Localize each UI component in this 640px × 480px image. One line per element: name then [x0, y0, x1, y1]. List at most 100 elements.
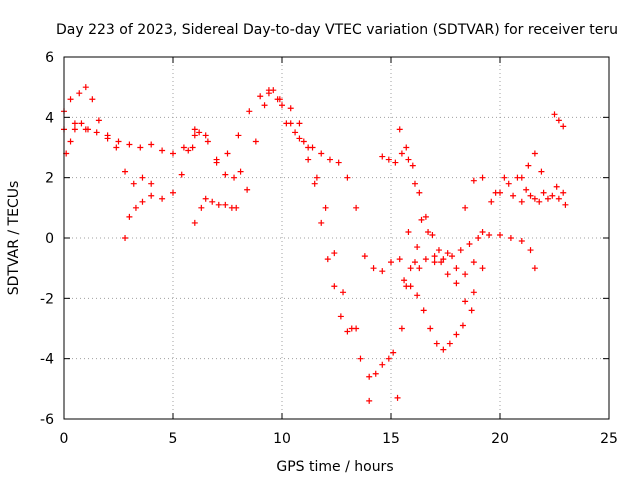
- data-point: [431, 259, 438, 266]
- data-point: [122, 168, 129, 175]
- data-point: [204, 138, 211, 145]
- data-point: [453, 331, 460, 338]
- y-tick-label: 6: [45, 50, 54, 66]
- data-point: [213, 159, 220, 166]
- data-point: [270, 87, 277, 94]
- data-point: [549, 192, 556, 199]
- data-point: [300, 138, 307, 145]
- data-point: [137, 144, 144, 151]
- data-point: [479, 228, 486, 235]
- data-point: [416, 189, 423, 196]
- data-point: [446, 340, 453, 347]
- y-tick-label: 4: [45, 110, 54, 126]
- data-point: [385, 355, 392, 362]
- data-point: [324, 256, 331, 263]
- data-point: [538, 168, 545, 175]
- data-point: [405, 156, 412, 163]
- data-point: [405, 228, 412, 235]
- data-point: [396, 126, 403, 133]
- chart-title: Day 223 of 2023, Sidereal Day-to-day VTE…: [56, 22, 618, 38]
- data-point: [551, 111, 558, 118]
- data-point: [344, 328, 351, 335]
- data-point: [510, 192, 517, 199]
- x-tick-label: 15: [382, 431, 400, 447]
- data-point: [71, 126, 78, 133]
- data-point: [313, 174, 320, 181]
- data-point: [340, 289, 347, 296]
- data-point: [95, 117, 102, 124]
- data-point: [411, 259, 418, 266]
- data-point: [191, 126, 198, 133]
- data-point: [344, 174, 351, 181]
- data-point: [396, 256, 403, 263]
- series-track-3: [63, 120, 91, 157]
- data-point: [180, 144, 187, 151]
- data-point: [71, 120, 78, 127]
- data-point: [470, 289, 477, 296]
- data-point: [411, 180, 418, 187]
- data-points: [61, 84, 569, 404]
- data-point: [409, 162, 416, 169]
- data-point: [104, 132, 111, 139]
- data-point: [244, 186, 251, 193]
- x-tick-label: 10: [273, 431, 291, 447]
- data-point: [431, 253, 438, 260]
- data-point: [488, 198, 495, 205]
- data-point: [222, 201, 229, 208]
- data-point: [379, 153, 386, 160]
- series-track-14: [518, 150, 545, 181]
- series-track-10: [379, 150, 486, 278]
- data-point: [525, 162, 532, 169]
- data-point: [418, 216, 425, 223]
- data-point: [261, 102, 268, 109]
- data-point: [252, 138, 259, 145]
- data-point: [148, 180, 155, 187]
- data-point: [429, 231, 436, 238]
- data-point: [235, 132, 242, 139]
- data-point: [279, 102, 285, 109]
- data-point: [139, 174, 146, 181]
- data-point: [505, 180, 512, 187]
- data-point: [196, 129, 203, 136]
- data-point: [507, 235, 514, 241]
- y-tick-label: -2: [40, 291, 54, 307]
- series-track-6: [191, 195, 240, 226]
- data-point: [257, 93, 264, 100]
- data-point: [148, 141, 155, 148]
- data-point: [122, 235, 129, 241]
- data-point: [67, 138, 74, 145]
- data-point: [479, 174, 486, 181]
- x-tick-label: 0: [60, 431, 69, 447]
- data-point: [296, 135, 303, 142]
- data-point: [76, 90, 83, 97]
- series-track-15: [551, 111, 567, 130]
- data-point: [444, 271, 451, 278]
- data-point: [536, 198, 543, 205]
- data-point: [440, 346, 447, 353]
- data-point: [422, 256, 429, 263]
- data-point: [444, 250, 451, 257]
- data-point: [466, 241, 473, 248]
- data-point: [518, 198, 525, 205]
- data-point: [407, 265, 414, 272]
- data-point: [353, 204, 360, 211]
- data-point: [89, 96, 96, 103]
- data-point: [379, 361, 386, 368]
- y-axis-label: SDTVAR / TECUs: [6, 181, 22, 296]
- data-point: [398, 325, 405, 332]
- data-point: [357, 355, 364, 362]
- data-point: [468, 307, 475, 314]
- grid: [64, 57, 609, 419]
- data-point: [322, 204, 329, 211]
- data-point: [326, 156, 333, 163]
- data-point: [67, 96, 74, 103]
- data-point: [518, 174, 525, 181]
- data-point: [292, 129, 299, 136]
- data-point: [449, 253, 456, 260]
- data-point: [497, 231, 503, 238]
- data-point: [276, 96, 283, 103]
- data-point: [427, 325, 434, 332]
- data-point: [159, 195, 166, 202]
